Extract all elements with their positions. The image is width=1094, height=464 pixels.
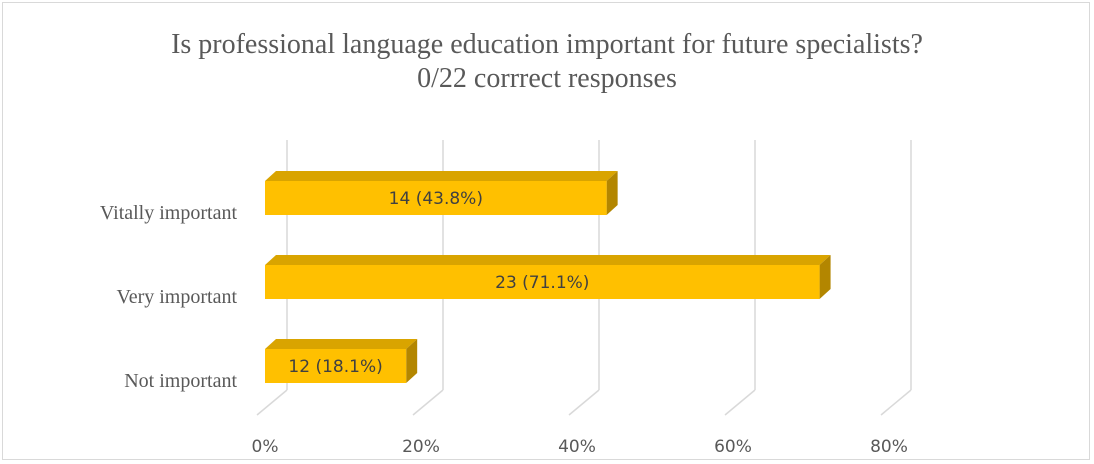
floor-gridline xyxy=(256,389,288,416)
bar-top-face xyxy=(265,171,618,181)
x-tick-label: 0% xyxy=(252,437,279,457)
x-tick-label: 20% xyxy=(402,437,440,457)
category-label: Not important xyxy=(124,370,237,392)
chart-title-block: Is professional language education impor… xyxy=(0,28,1094,96)
floor-gridline xyxy=(724,389,756,416)
bar-top-face xyxy=(265,339,418,349)
category-label: Vitally important xyxy=(100,202,238,224)
bar-side-face xyxy=(406,339,418,383)
bar xyxy=(265,349,407,383)
floor-gridline xyxy=(880,389,912,416)
x-tick-label: 40% xyxy=(558,437,596,457)
data-label: 14 (43.8%) xyxy=(389,189,483,209)
category-label: Very important xyxy=(116,286,237,308)
chart-subtitle: 0/22 corrrect responses xyxy=(417,63,677,94)
x-tick-label: 80% xyxy=(870,437,908,457)
x-tick-label: 60% xyxy=(714,437,752,457)
bar-top-face xyxy=(265,255,831,265)
bar xyxy=(265,181,607,215)
bar-side-face xyxy=(606,171,618,215)
bar-side-face xyxy=(819,255,831,299)
data-label: 23 (71.1%) xyxy=(495,273,589,293)
bar xyxy=(265,265,820,299)
chart-title: Is professional language education impor… xyxy=(171,29,923,60)
floor-gridline xyxy=(568,389,600,416)
data-label: 12 (18.1%) xyxy=(288,357,382,377)
floor-gridline xyxy=(412,389,444,416)
